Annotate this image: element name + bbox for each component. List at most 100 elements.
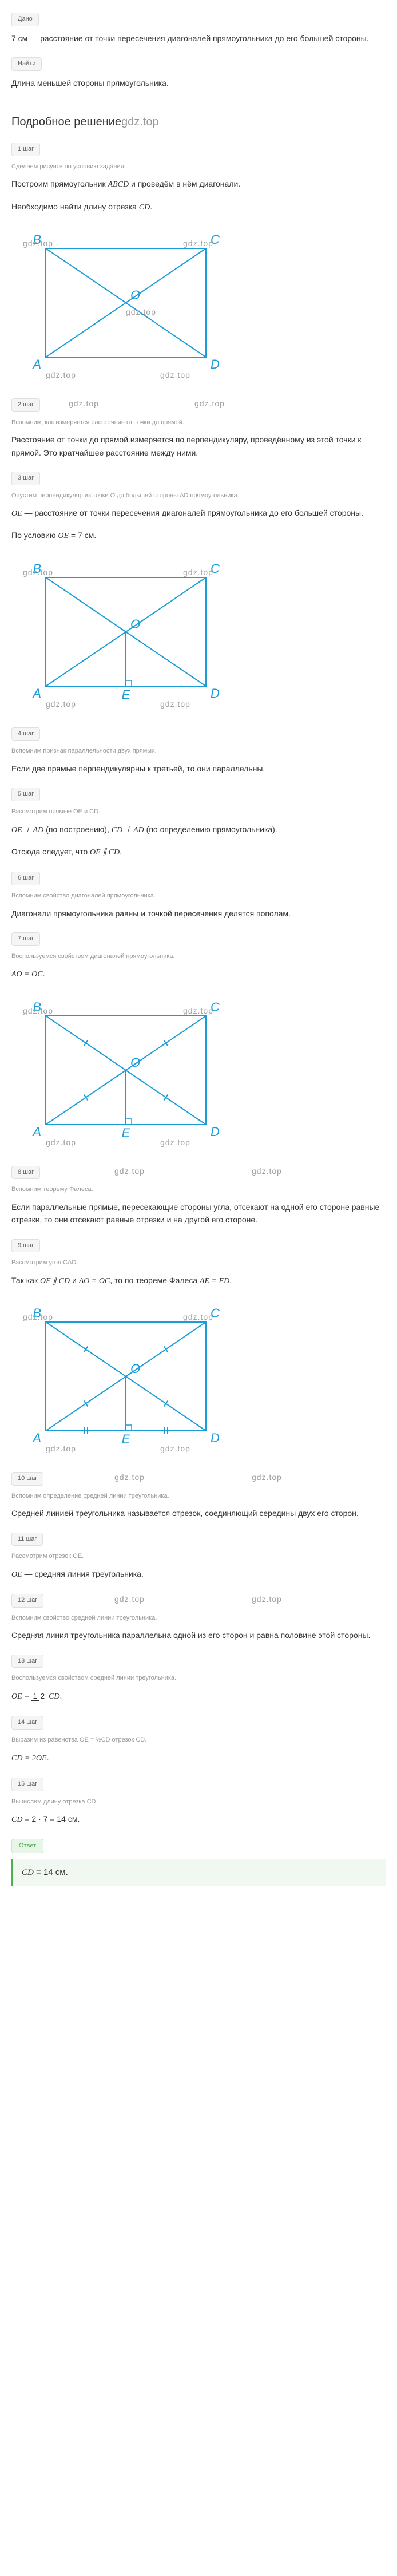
section-title: Подробное решениеgdz.top <box>11 113 386 131</box>
svg-text:C: C <box>211 1306 220 1320</box>
svg-text:C: C <box>211 232 220 247</box>
watermark: gdz.top <box>252 1165 282 1177</box>
step-tag: 15 шаг <box>11 1778 43 1791</box>
step-line: Построим прямоугольник ABCD и проведём в… <box>11 177 386 191</box>
step-line: OE — расстояние от точки пересечения диа… <box>11 507 386 520</box>
step-line: OE ⊥ AD (по построению), CD ⊥ AD (по опр… <box>11 823 386 837</box>
step-block: gdz.top gdz.top 8 шаг Вспомним теорему Фа… <box>11 1165 386 1226</box>
step-tag: 11 шаг <box>11 1533 43 1546</box>
step-hint: Рассмотрим отрезок OE. <box>11 1552 386 1562</box>
step-block: gdz.top gdz.top 12 шаг Вспомним свойство … <box>11 1593 386 1642</box>
answer-tag: Ответ <box>11 1839 43 1854</box>
step-hint: Вспомним теорему Фалеса. <box>11 1185 386 1195</box>
given-tag: Дано <box>11 13 39 26</box>
step-block: gdz.top gdz.top 2 шаг Вспомним, как измер… <box>11 397 386 459</box>
step-hint: Вычислим длину отрезка CD. <box>11 1797 386 1807</box>
step-line: CD = 2OE. <box>11 1751 386 1765</box>
watermark: gdz.top <box>114 1165 145 1177</box>
step-line: Диагонали прямоугольника равны и точкой … <box>11 907 386 920</box>
step-hint: Вспомним определение средней линии треуг… <box>11 1491 386 1502</box>
svg-text:O: O <box>130 288 140 302</box>
step-line: Расстояние от точки до прямой измеряется… <box>11 433 386 459</box>
step-line: AO = OC. <box>11 967 386 981</box>
given-text: 7 см — расстояние от точки пересечения д… <box>11 32 386 45</box>
step-line: OE = 12 CD. <box>11 1689 386 1703</box>
step-hint: Сделаем рисунок по условию задания. <box>11 162 386 172</box>
geometry-diagram: B C A D O E gdz.topgdz.topgdz.topgdz.top <box>11 555 386 715</box>
answer-content: CD = 14 см. <box>11 1859 386 1886</box>
step-line: Необходимо найти длину отрезка CD. <box>11 200 386 214</box>
svg-text:B: B <box>33 1000 41 1014</box>
step-tag: 12 шаг <box>11 1594 43 1608</box>
svg-text:A: A <box>31 357 41 371</box>
svg-text:D: D <box>211 1125 220 1139</box>
svg-text:E: E <box>122 1432 130 1446</box>
step-tag: 3 шаг <box>11 472 40 485</box>
step-hint: Выразим из равенства OE = ½CD отрезок CD… <box>11 1735 386 1746</box>
watermark: gdz.top <box>252 1471 282 1483</box>
step-hint: Вспомним свойство средней линии треуголь… <box>11 1613 386 1624</box>
step-line: CD = 2 · 7 = 14 см. <box>11 1813 386 1826</box>
step-block: 1 шаг Сделаем рисунок по условию задания… <box>11 141 386 214</box>
svg-text:B: B <box>33 1306 41 1320</box>
watermark: gdz.top <box>114 1471 145 1483</box>
watermark: gdz.top <box>194 397 225 410</box>
step-block: 11 шаг Рассмотрим отрезок OE. OE — средн… <box>11 1532 386 1582</box>
step-tag: 10 шаг <box>11 1472 43 1486</box>
watermark: gdz.top <box>69 397 99 410</box>
svg-text:A: A <box>31 686 41 701</box>
step-block: 5 шаг Рассмотрим прямые OE и CD. OE ⊥ AD… <box>11 786 386 859</box>
step-hint: Вспомним, как измеряется расстояние от т… <box>11 418 386 428</box>
geometry-diagram: B C A D O gdz.topgdz.topgdz.topgdz.topgd… <box>11 225 386 386</box>
step-tag: 5 шаг <box>11 788 40 801</box>
svg-text:E: E <box>122 1126 130 1140</box>
step-hint: Опустим перпендикуляр из точки O до боль… <box>11 491 386 501</box>
step-block: 3 шаг Опустим перпендикуляр из точки O д… <box>11 470 386 543</box>
step-hint: Рассмотрим прямые OE и CD. <box>11 807 386 817</box>
step-line: Так как OE ∥ CD и AO = OC, то по теореме… <box>11 1274 386 1288</box>
step-tag: 13 шаг <box>11 1655 43 1668</box>
svg-text:B: B <box>33 561 41 576</box>
step-block: 13 шаг Воспользуемся свойством средней л… <box>11 1653 386 1704</box>
step-tag: 9 шаг <box>11 1239 40 1253</box>
step-hint: Вспомним признак параллельности двух пря… <box>11 746 386 757</box>
svg-text:E: E <box>122 687 130 702</box>
step-block: 6 шаг Вспомним свойство диагоналей прямо… <box>11 870 386 920</box>
step-block: gdz.top gdz.top 10 шаг Вспомним определен… <box>11 1471 386 1520</box>
watermark: gdz.top <box>252 1593 282 1605</box>
step-tag: 6 шаг <box>11 872 40 885</box>
step-tag: 7 шаг <box>11 932 40 946</box>
step-tag: 1 шаг <box>11 143 40 156</box>
step-block: 14 шаг Выразим из равенства OE = ½CD отр… <box>11 1715 386 1765</box>
geometry-diagram: B C A D O E gdz.topgdz.topgdz.topgdz.top <box>11 993 386 1153</box>
step-tag: 14 шаг <box>11 1716 43 1730</box>
step-line: Отсюда следует, что OE ∥ CD. <box>11 845 386 859</box>
svg-text:C: C <box>211 1000 220 1014</box>
find-text: Длина меньшей стороны прямоугольника. <box>11 77 386 89</box>
step-line: Если параллельные прямые, пересекающие с… <box>11 1201 386 1226</box>
svg-text:O: O <box>130 1055 140 1070</box>
watermark: gdz.top <box>114 1593 145 1605</box>
step-hint: Вспомним свойство диагоналей прямоугольн… <box>11 891 386 901</box>
step-tag: 8 шаг <box>11 1166 40 1180</box>
svg-text:A: A <box>31 1431 41 1445</box>
step-block: 7 шаг Воспользуемся свойством диагоналей… <box>11 931 386 982</box>
svg-text:O: O <box>130 1362 140 1376</box>
svg-text:D: D <box>211 686 220 701</box>
find-tag: Найти <box>11 57 42 71</box>
step-line: Средней линией треугольника называется о… <box>11 1507 386 1520</box>
geometry-diagram: B C A D O E gdz.topgdz.topgdz.topgdz.top <box>11 1299 386 1459</box>
step-block: 4 шаг Вспомним признак параллельности дв… <box>11 726 386 775</box>
step-line: Средняя линия треугольника параллельна о… <box>11 1629 386 1641</box>
svg-text:D: D <box>211 357 220 371</box>
step-block: 9 шаг Рассмотрим угол CAD. Так как OE ∥ … <box>11 1238 386 1288</box>
step-tag: 2 шаг <box>11 398 40 412</box>
svg-text:A: A <box>31 1125 41 1139</box>
step-block: 15 шаг Вычислим длину отрезка CD. CD = 2… <box>11 1776 386 1827</box>
svg-text:D: D <box>211 1431 220 1445</box>
step-hint: Воспользуемся свойством диагоналей прямо… <box>11 952 386 962</box>
step-tag: 4 шаг <box>11 727 40 741</box>
step-line: OE — средняя линия треугольника. <box>11 1568 386 1581</box>
svg-text:O: O <box>130 617 140 631</box>
svg-text:C: C <box>211 561 220 576</box>
